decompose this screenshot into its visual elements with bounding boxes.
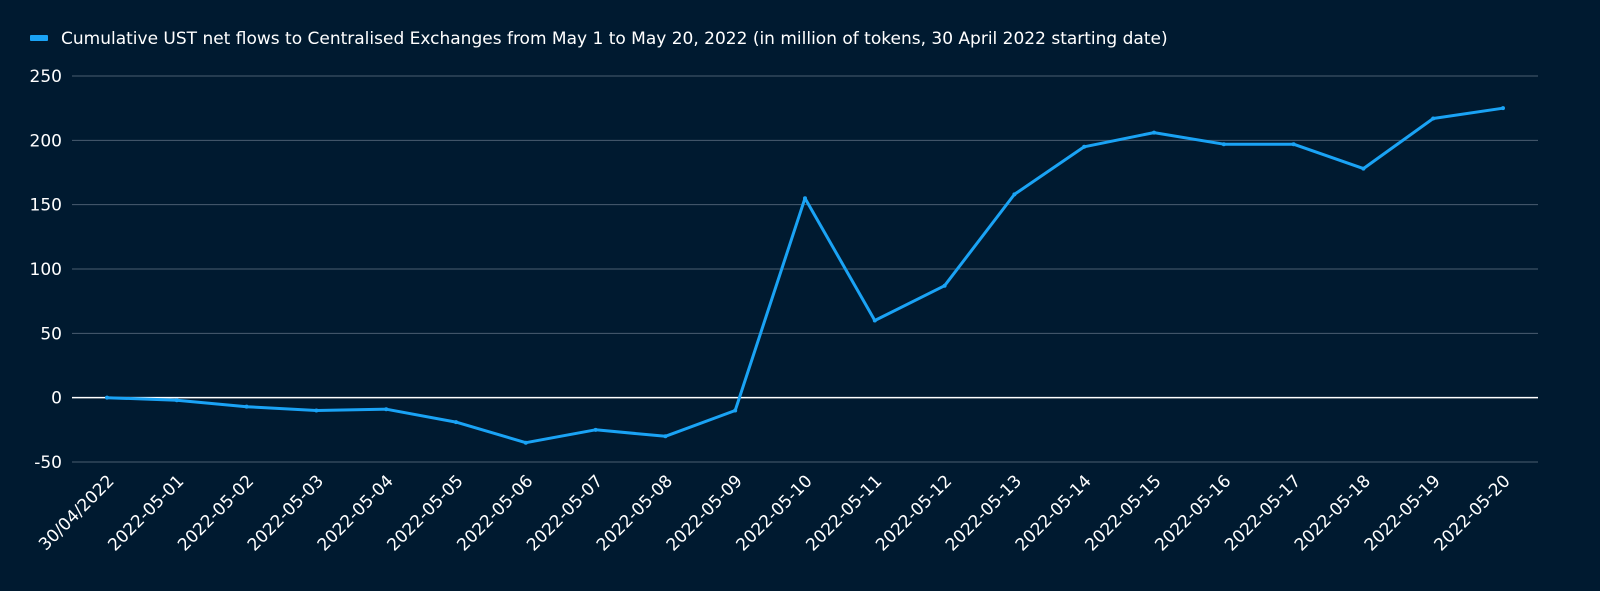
data-point bbox=[803, 196, 807, 201]
y-tick-label: -50 bbox=[34, 453, 62, 473]
legend-swatch bbox=[30, 35, 48, 41]
data-point bbox=[1501, 106, 1505, 111]
data-point bbox=[523, 440, 528, 445]
data-point bbox=[593, 427, 598, 432]
data-point bbox=[872, 318, 877, 323]
legend: Cumulative UST net flows to Centralised … bbox=[30, 29, 1168, 49]
y-tick-label: 150 bbox=[30, 196, 62, 216]
data-point bbox=[454, 420, 458, 425]
y-tick-label: 0 bbox=[51, 389, 62, 409]
data-point bbox=[1361, 166, 1366, 171]
data-point bbox=[244, 404, 249, 409]
data-point bbox=[733, 408, 738, 413]
y-tick-label: 100 bbox=[30, 260, 62, 280]
legend-label: Cumulative UST net flows to Centralised … bbox=[61, 29, 1168, 49]
data-point bbox=[105, 395, 109, 400]
data-point bbox=[1221, 142, 1226, 147]
data-point bbox=[1291, 142, 1296, 147]
data-point bbox=[314, 408, 319, 413]
data-point bbox=[942, 283, 947, 288]
y-axis-tick-labels: -50 0 50 100 150 200 250 bbox=[30, 67, 62, 473]
series-line bbox=[105, 106, 1505, 445]
data-point bbox=[384, 407, 389, 412]
series-layer bbox=[105, 106, 1505, 445]
x-axis-tick-labels: 30/04/20222022-05-012022-05-022022-05-03… bbox=[35, 471, 1514, 555]
data-point bbox=[1012, 192, 1017, 197]
data-point bbox=[663, 434, 668, 439]
data-point bbox=[1431, 116, 1436, 121]
gridlines bbox=[72, 75, 1538, 463]
y-tick-label: 250 bbox=[30, 67, 62, 87]
y-tick-label: 200 bbox=[30, 131, 62, 151]
data-point bbox=[1152, 130, 1156, 135]
data-point bbox=[174, 398, 179, 403]
y-tick-label: 50 bbox=[40, 324, 62, 344]
data-point bbox=[1082, 144, 1087, 149]
